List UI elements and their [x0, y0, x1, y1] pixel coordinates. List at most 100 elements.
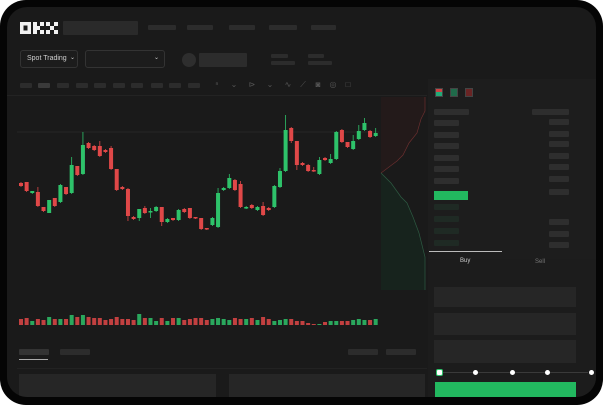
bid-price — [434, 228, 459, 234]
candle — [339, 130, 344, 142]
candle — [80, 145, 85, 174]
orderbook-header-price — [434, 109, 469, 115]
time-interval-icon[interactable]: ⁿ — [215, 80, 219, 89]
screenshot-icon[interactable]: ◙ — [315, 80, 321, 89]
search-bar[interactable] — [63, 21, 138, 35]
pair-dropdown[interactable]: ⌄ — [85, 50, 165, 68]
volume-bar — [159, 318, 164, 325]
candle — [323, 158, 328, 160]
indicators-icon[interactable]: ⊳ — [248, 80, 256, 89]
volume-bar — [238, 319, 243, 325]
slider-stop-75[interactable] — [545, 370, 550, 375]
settings-icon[interactable]: ◎ — [329, 80, 337, 89]
volume-bar — [137, 314, 142, 325]
candle — [244, 207, 249, 209]
candle — [86, 143, 91, 148]
candle — [227, 178, 232, 188]
interval-button[interactable] — [169, 83, 181, 88]
filter-button[interactable] — [386, 349, 416, 355]
volume-bar — [64, 319, 69, 325]
volume-bar — [373, 319, 378, 325]
volume-bar — [300, 321, 305, 325]
volume-bar — [368, 320, 373, 325]
candle — [75, 166, 80, 175]
volume-bar — [334, 321, 339, 325]
ask-total — [549, 119, 569, 125]
tab-sell[interactable]: Sell — [535, 259, 546, 265]
amount-input[interactable] — [434, 313, 576, 335]
bid-total — [549, 231, 569, 237]
candle — [193, 217, 198, 219]
volume-bar — [125, 319, 130, 325]
interval-button[interactable] — [188, 83, 200, 88]
amount-slider-handle[interactable] — [436, 369, 443, 376]
candle — [210, 218, 215, 225]
volume-bar — [204, 320, 209, 325]
orderbook-view-asks-icon[interactable] — [465, 88, 473, 97]
interval-button[interactable] — [57, 83, 69, 88]
depth-chart — [380, 97, 426, 290]
orderbook-view-both-icon[interactable] — [435, 88, 443, 97]
orderbook-view-bids-icon[interactable] — [450, 88, 458, 97]
interval-button[interactable] — [151, 83, 163, 88]
candle — [187, 208, 192, 218]
depth-asks-line — [380, 97, 426, 174]
fullscreen-icon[interactable]: □ — [345, 80, 351, 89]
volume-bar — [19, 319, 23, 325]
pair-price — [199, 53, 247, 67]
interval-button[interactable] — [76, 83, 88, 88]
nav-item[interactable] — [269, 25, 297, 30]
tab-open-orders[interactable] — [19, 349, 49, 355]
candle — [255, 207, 260, 210]
volume-bar — [103, 320, 108, 325]
candle — [249, 205, 254, 208]
slider-stop-50[interactable] — [510, 370, 515, 375]
ask-total — [549, 164, 569, 170]
candle — [289, 128, 294, 141]
tab-order-history[interactable] — [60, 349, 90, 355]
interval-button[interactable] — [94, 83, 106, 88]
interval-button[interactable] — [131, 83, 143, 88]
volume-bar — [328, 321, 333, 325]
volume-bar — [41, 320, 46, 325]
nav-item[interactable] — [229, 25, 255, 30]
slider-stop-100[interactable] — [589, 370, 594, 375]
nav-item[interactable] — [148, 25, 176, 30]
ask-total — [549, 141, 569, 147]
volume-bar — [176, 318, 181, 325]
volume-bar — [221, 319, 226, 325]
stat-value — [308, 61, 332, 65]
candle — [131, 217, 136, 219]
candle — [356, 131, 361, 139]
filter-button[interactable] — [348, 349, 378, 355]
orderbook-header-total — [532, 109, 569, 115]
chevron-down-icon[interactable]: ⌄ — [266, 80, 274, 89]
okx-logo[interactable] — [20, 22, 58, 34]
divider — [17, 368, 427, 369]
interval-button[interactable] — [113, 83, 125, 88]
interval-button[interactable] — [38, 83, 50, 88]
ruler-icon[interactable]: ⟋ — [300, 80, 306, 89]
bid-price — [434, 204, 459, 210]
volume-bar — [35, 319, 40, 325]
market-dropdown[interactable]: Spot Trading ⌄ — [20, 50, 78, 68]
volume-bar — [266, 319, 271, 325]
buy-button[interactable] — [435, 382, 576, 397]
orders-panel-left — [19, 374, 216, 397]
price-input[interactable] — [434, 287, 576, 307]
volume-bar — [24, 318, 29, 325]
candlestick-chart[interactable] — [7, 7, 427, 337]
chevron-down-icon[interactable]: ⌄ — [230, 80, 238, 89]
active-tab-underline — [19, 359, 48, 360]
nav-item[interactable] — [187, 25, 213, 30]
total-input[interactable] — [434, 340, 576, 363]
interval-button[interactable] — [20, 83, 32, 88]
slider-stop-25[interactable] — [473, 370, 478, 375]
tab-buy[interactable]: Buy — [460, 258, 471, 264]
nav-item[interactable] — [311, 25, 336, 30]
volume-bar — [294, 321, 299, 325]
volume-bar — [75, 317, 80, 325]
ask-price — [434, 155, 459, 161]
candle — [199, 218, 204, 229]
draw-line-icon[interactable]: ∿ — [284, 80, 292, 89]
